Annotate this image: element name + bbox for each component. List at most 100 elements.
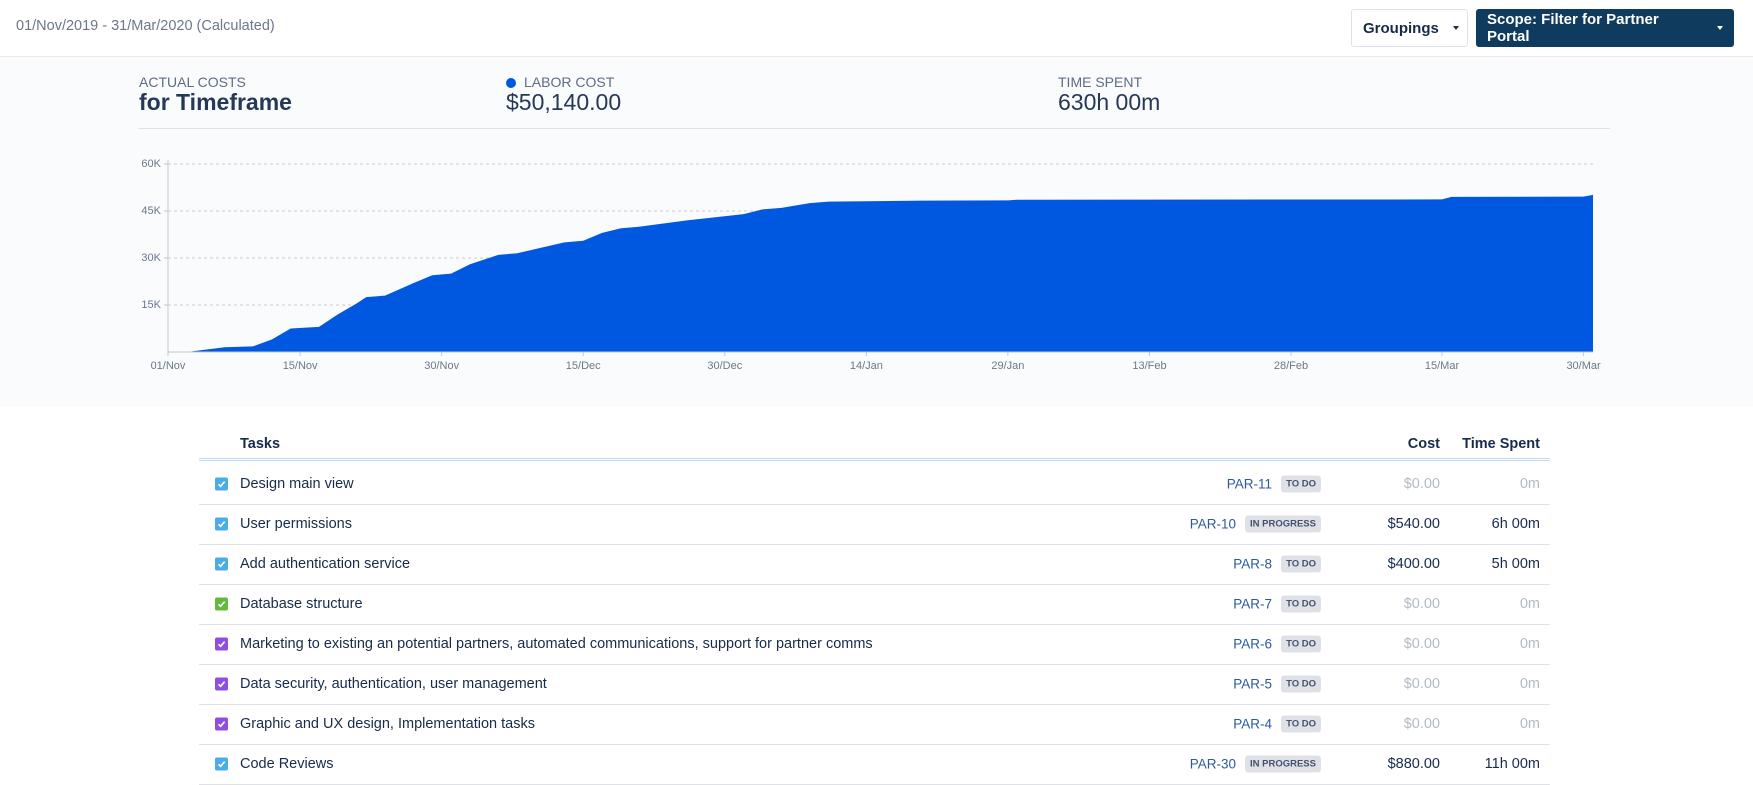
issue-key[interactable]: PAR-30 [1189,756,1236,772]
task-name: Graphic and UX design, Implementation ta… [240,716,535,732]
issue-icon [215,757,228,771]
time-spent-value: 630h 00m [1058,89,1161,115]
icon-glyph [217,681,226,688]
cost: $0.00 [1403,716,1440,732]
icon-glyph [217,601,226,608]
time-spent: 6h 00m [1491,516,1540,532]
time-spent-label: TIME SPENT [1058,74,1143,90]
cost: $400.00 [1387,556,1440,572]
separator [139,128,1610,129]
task-name: Marketing to existing an potential partn… [240,636,873,652]
y-tick-label: 15K [141,299,161,311]
table-row[interactable]: Data security, authentication, user mana… [199,664,1550,705]
x-tick-label: 29/Jan [991,360,1024,372]
cost: $540.00 [1387,516,1440,532]
time-spent: 0m [1519,596,1540,612]
y-tick-label: 30K [141,252,161,264]
table-row[interactable]: User permissions PAR-10 IN PROGRESS $540.00… [199,504,1550,545]
column-header: Cost [1407,436,1440,452]
status-badge: TO DO [1281,555,1321,573]
cost: $0.00 [1403,596,1440,612]
time-spent: 0m [1519,636,1540,652]
issue-key[interactable]: PAR-11 [1226,476,1272,492]
task-name: User permissions [240,516,352,532]
table-row[interactable]: Code Reviews PAR-30 IN PROGRESS $880.00 11h … [199,744,1550,785]
icon-glyph [217,761,226,768]
x-tick-label: 15/Mar [1425,360,1460,372]
x-tick-label: 01/Nov [151,360,186,372]
status-badge: TO DO [1281,475,1321,493]
status-badge: IN PROGRESS [1245,755,1321,773]
date-range: 01/Nov/2019 - 31/Mar/2020 (Calculated) [16,18,275,34]
status-badge: TO DO [1281,595,1321,613]
status-badge: TO DO [1281,635,1321,653]
issue-icon [215,517,228,531]
task-name: Code Reviews [240,756,334,772]
task-name: Add authentication service [240,556,411,572]
issue-icon [215,717,228,731]
actual-costs-title: for Timeframe [139,89,292,115]
chart: 15K 30K 45K 60K 01/Nov 15/Nov 30/Nov 15/Dec 30/D… [141,158,1601,372]
table-row[interactable]: Design main view PAR-11 TO DO $0.00 0m [199,464,1550,505]
issue-key[interactable]: PAR-10 [1189,516,1236,532]
table-row[interactable]: Add authentication service PAR-8 TO DO $400… [199,544,1550,585]
status-badge: TO DO [1281,715,1321,733]
caret [1452,26,1459,30]
icon-glyph [217,721,226,728]
labor-cost-label: LABOR COST [524,74,615,90]
status-badge: IN PROGRESS [1245,515,1321,533]
legend-dot [506,78,516,88]
column-header: Tasks [240,436,281,452]
task-name: Data security, authentication, user mana… [240,676,547,692]
scope-button[interactable]: Scope: Filter for Partner Portal [1476,9,1734,47]
issue-icon [215,597,228,611]
issue-key[interactable]: PAR-5 [1233,676,1272,692]
scope-text: Scope: Filter for Partner Portal [1487,11,1659,45]
time-spent: 0m [1519,716,1540,732]
time-spent: 5h 00m [1491,556,1540,572]
x-tick-label: 14/Jan [850,360,883,372]
time-spent: 0m [1519,676,1540,692]
x-tick-label: 30/Dec [707,360,742,372]
table-row[interactable]: Database structure PAR-7 TO DO $0.00 0m [199,584,1550,625]
caret [1717,26,1723,30]
icon-glyph [217,641,226,648]
actual-costs-label: ACTUAL COSTS [139,74,246,90]
cost: $0.00 [1403,636,1440,652]
y-tick-label: 60K [141,158,161,170]
cost: $880.00 [1387,756,1440,772]
cost: $0.00 [1403,676,1440,692]
x-tick-label: 30/Mar [1566,360,1601,372]
time-spent: 11h 00m [1484,756,1540,772]
issue-key[interactable]: PAR-4 [1233,716,1272,732]
icon-glyph [217,561,226,568]
issue-key[interactable]: PAR-8 [1233,556,1272,572]
table-header: Tasks Cost Time Spent [199,432,1550,461]
y-tick-label: 45K [141,205,161,217]
x-tick-label: 15/Nov [283,360,318,372]
groupings-text: Groupings [1363,19,1439,37]
issue-icon [215,477,228,491]
x-tick-label: 13/Feb [1132,360,1166,372]
cost: $0.00 [1403,476,1440,492]
table-row[interactable]: Marketing to existing an potential partn… [199,624,1550,665]
x-tick-label: 28/Feb [1274,360,1308,372]
time-spent: 0m [1519,476,1540,492]
x-tick-label: 15/Dec [566,360,601,372]
issue-key[interactable]: PAR-7 [1233,596,1272,612]
task-name: Design main view [240,476,354,492]
task-name: Database structure [240,596,363,612]
area [186,194,1594,352]
icon-glyph [217,481,226,488]
issue-icon [215,637,228,651]
x-tick-label: 30/Nov [424,360,459,372]
groupings-button[interactable]: Groupings [1351,9,1468,47]
issue-icon [215,677,228,691]
table-row[interactable]: Graphic and UX design, Implementation ta… [199,704,1550,745]
status-badge: TO DO [1281,675,1321,693]
issue-icon [215,557,228,571]
issue-key[interactable]: PAR-6 [1233,636,1272,652]
column-header: Time Spent [1462,436,1540,452]
icon-glyph [217,521,226,528]
